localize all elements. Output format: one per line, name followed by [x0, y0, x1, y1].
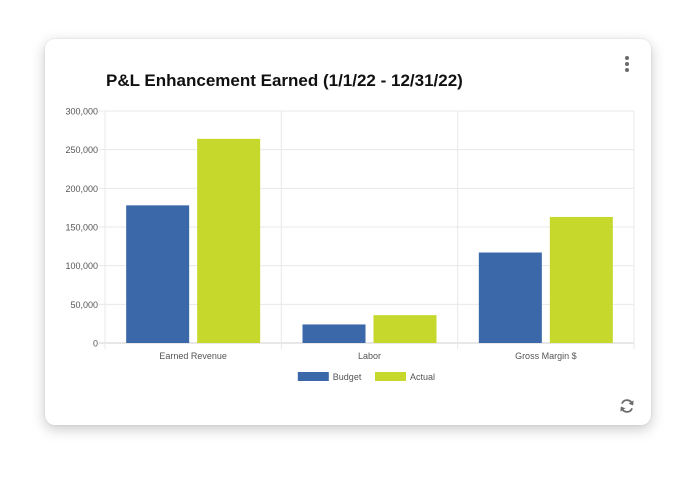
y-tick-label: 150,000	[65, 223, 98, 233]
y-tick-label: 250,000	[65, 145, 98, 155]
more-options-icon[interactable]	[619, 55, 635, 73]
bar-budget-gross-margin[interactable]	[478, 252, 542, 343]
y-tick-label: 50,000	[70, 300, 98, 310]
bar-budget-earned-revenue[interactable]	[126, 205, 190, 343]
bar-actual-earned-revenue[interactable]	[197, 138, 261, 343]
chart-card: P&L Enhancement Earned (1/1/22 - 12/31/2…	[45, 39, 651, 425]
bar-chart: 0 50,000 100,000 150,000 200,000 250,000 300,0…	[65, 107, 635, 382]
legend-swatch-actual[interactable]	[375, 372, 406, 381]
legend-label-budget[interactable]: Budget	[333, 372, 362, 382]
bar-actual-gross-margin[interactable]	[549, 216, 613, 343]
bar-budget-labor[interactable]	[302, 324, 366, 343]
x-category-label: Earned Revenue	[159, 351, 227, 361]
chart-title: P&L Enhancement Earned (1/1/22 - 12/31/2…	[106, 71, 463, 90]
y-tick-label: 100,000	[65, 261, 98, 271]
y-tick-label: 200,000	[65, 184, 98, 194]
x-category-label: Gross Margin $	[515, 351, 577, 361]
x-category-label: Labor	[358, 351, 381, 361]
y-tick-label: 300,000	[65, 107, 98, 117]
legend-swatch-budget[interactable]	[297, 372, 329, 381]
refresh-icon[interactable]	[619, 398, 635, 414]
legend-label-actual[interactable]: Actual	[410, 372, 435, 382]
bar-actual-labor[interactable]	[373, 315, 437, 343]
y-tick-label: 0	[93, 339, 98, 349]
